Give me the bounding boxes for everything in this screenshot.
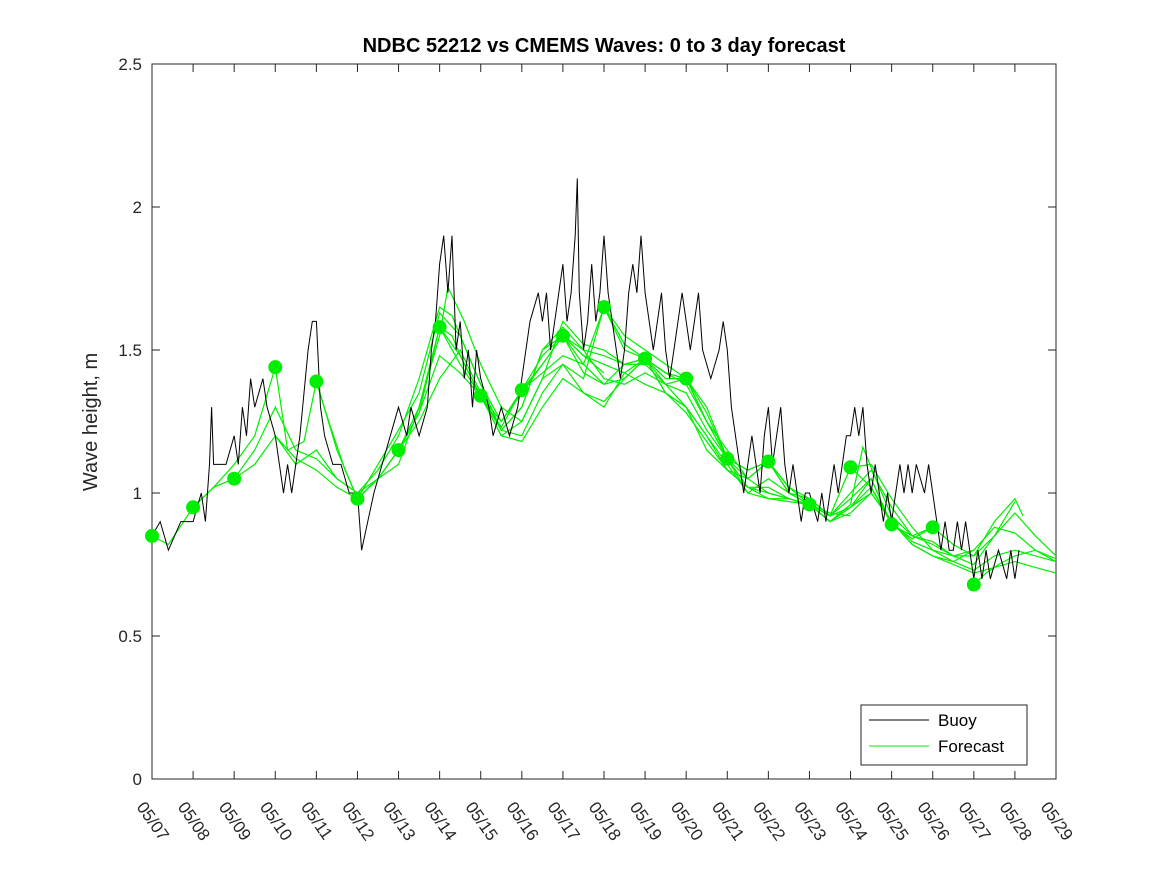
forecast-start-marker	[268, 360, 283, 375]
legend-box	[860, 704, 1028, 766]
legend-label-forecast: Forecast	[938, 737, 1004, 756]
y-tick-label: 2.5	[118, 55, 142, 74]
forecast-start-marker	[432, 320, 447, 335]
forecast-series-line	[767, 461, 1057, 571]
forecast-start-marker	[761, 454, 776, 469]
forecast-start-marker	[227, 471, 242, 486]
forecast-start-marker	[638, 351, 653, 366]
forecast-start-marker	[925, 520, 940, 535]
legend-label-buoy: Buoy	[938, 711, 977, 730]
y-tick-label: 2	[133, 198, 142, 217]
y-tick-label: 0	[133, 770, 142, 789]
forecast-start-marker	[309, 374, 324, 389]
chart-title: NDBC 52212 vs CMEMS Waves: 0 to 3 day fo…	[363, 35, 846, 57]
forecast-start-marker	[802, 497, 817, 512]
forecast-start-marker	[350, 491, 365, 506]
forecast-start-marker	[145, 528, 159, 543]
plot-area: 00.511.522.505/07 05/08 05/09 05/10 05/11 05/…	[118, 55, 1076, 844]
forecast-start-marker	[186, 500, 201, 515]
forecast-start-marker	[679, 371, 694, 386]
forecast-start-marker	[597, 300, 611, 315]
forecast-series-line	[480, 357, 933, 537]
forecast-start-marker	[884, 517, 899, 532]
forecast-start-marker	[391, 443, 406, 458]
forecast-start-marker	[966, 577, 981, 592]
y-tick-label: 0.5	[118, 627, 142, 646]
buoy-series-line	[151, 178, 1020, 579]
forecast-start-marker	[473, 388, 488, 403]
y-tick-label: 1.5	[118, 341, 142, 360]
y-tick-label: 1	[133, 484, 142, 503]
forecast-start-marker	[843, 460, 858, 475]
forecast-start-marker	[720, 451, 735, 466]
y-axis-label: Wave height, m	[80, 353, 102, 491]
forecast-series-line	[973, 549, 1057, 585]
forecast-start-marker	[555, 328, 570, 343]
legend: Buoy Forecast	[860, 704, 1028, 766]
forecast-start-marker	[514, 383, 529, 398]
